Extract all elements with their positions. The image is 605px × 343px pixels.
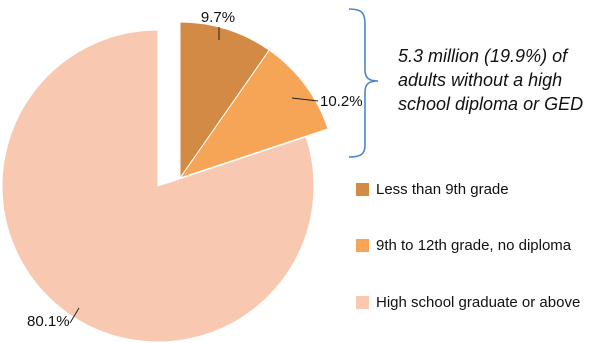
pie-slice-3 — [1, 29, 315, 343]
legend-swatch — [356, 296, 369, 309]
pie-slices — [1, 21, 329, 343]
legend-swatch — [356, 183, 369, 196]
legend-label: High school graduate or above — [376, 294, 581, 311]
legend-item-high-school-or-above: High school graduate or above — [356, 293, 591, 312]
slice-value-label: 10.2% — [320, 93, 363, 110]
pie-slice-1 — [179, 21, 270, 180]
annotation-text: 5.3 million (19.9%) of adults without a … — [398, 46, 584, 114]
annotation-bracket — [348, 8, 379, 158]
legend-label: 9th to 12th grade, no diploma — [376, 237, 572, 254]
slice-value-label: 9.7% — [201, 9, 235, 26]
legend-label: Less than 9th grade — [376, 181, 509, 198]
slice-value-label: 80.1% — [27, 313, 70, 330]
slice-value-labels: 9.7% 10.2% 80.1% — [27, 9, 363, 330]
legend-item-9th-to-12th: 9th to 12th grade, no diploma — [356, 236, 591, 255]
legend-item-less-than-9th: Less than 9th grade — [356, 180, 591, 199]
leader-line — [291, 97, 319, 102]
pie-slice-2 — [178, 49, 329, 179]
legend-swatch — [356, 239, 369, 252]
leader-line — [69, 307, 80, 324]
label-leader-lines — [69, 27, 319, 324]
